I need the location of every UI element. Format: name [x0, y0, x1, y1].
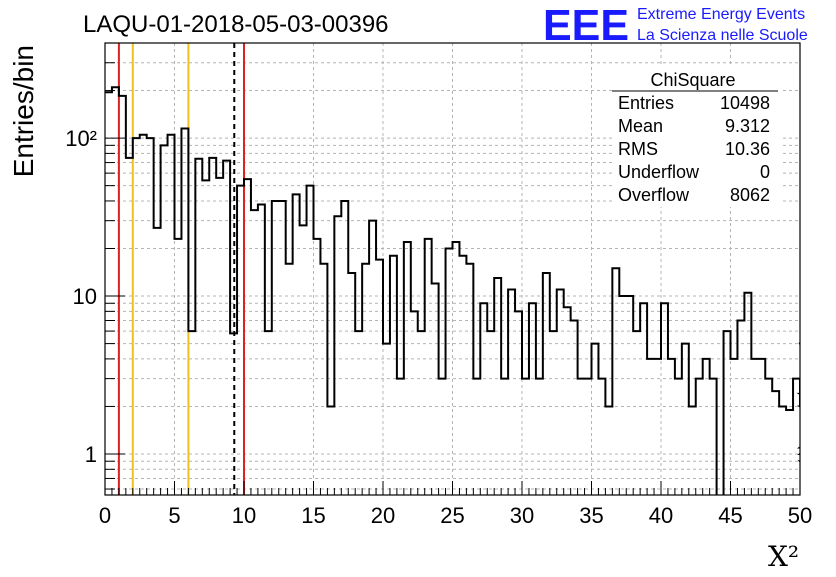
y-tick-label: 10	[73, 284, 97, 309]
stats-title: ChiSquare	[650, 70, 735, 90]
x-tick-label: 0	[99, 503, 111, 528]
stats-value-mean: 9.312	[725, 116, 770, 136]
x-tick-label: 10	[232, 503, 256, 528]
x-tick-label: 5	[168, 503, 180, 528]
stats-box: ChiSquare Entries 10498 Mean 9.312 RMS 10.36 U…	[612, 65, 780, 207]
x-tick-label: 20	[371, 503, 395, 528]
y-axis-label: Entries/bin	[8, 45, 39, 177]
stats-value-overflow: 8062	[730, 185, 770, 205]
stats-label-rms: RMS	[618, 139, 658, 159]
y-tick-labels: 1 10 10²	[65, 126, 97, 467]
x-tick-label: 15	[301, 503, 325, 528]
x-axis-label: X²	[768, 540, 799, 572]
stats-rows: Entries 10498 Mean 9.312 RMS 10.36 Underflow 0 O…	[618, 93, 770, 205]
x-tick-label: 40	[649, 503, 673, 528]
eee-logo: EEE Extreme Energy Events La Scienza nel…	[543, 1, 808, 50]
stats-label-underflow: Underflow	[618, 162, 700, 182]
y-tick-label: 10²	[65, 126, 97, 151]
eee-logo-mark: EEE	[543, 1, 629, 50]
histogram-line	[105, 86, 800, 495]
stats-label-mean: Mean	[618, 116, 663, 136]
stats-value-entries: 10498	[720, 93, 770, 113]
x-tick-label: 35	[579, 503, 603, 528]
x-tick-label: 30	[510, 503, 534, 528]
x-tick-labels: 0 5 10 15 20 25 30 35 40 45 50	[99, 503, 812, 528]
chart-title: LAQU-01-2018-05-03-00396	[83, 11, 389, 38]
x-tick-label: 45	[718, 503, 742, 528]
stats-label-entries: Entries	[618, 93, 674, 113]
stats-value-rms: 10.36	[725, 139, 770, 159]
logo-line-2: La Scienza nelle Scuole	[637, 27, 808, 44]
logo-line-1: Extreme Energy Events	[637, 6, 805, 23]
x-tick-label: 25	[440, 503, 464, 528]
y-tick-label: 1	[85, 442, 97, 467]
stats-value-underflow: 0	[760, 162, 770, 182]
axis-ticks	[104, 62, 801, 495]
stats-box-background	[612, 65, 780, 207]
grid	[105, 43, 800, 495]
x-tick-label: 50	[788, 503, 812, 528]
stats-label-overflow: Overflow	[618, 185, 690, 205]
